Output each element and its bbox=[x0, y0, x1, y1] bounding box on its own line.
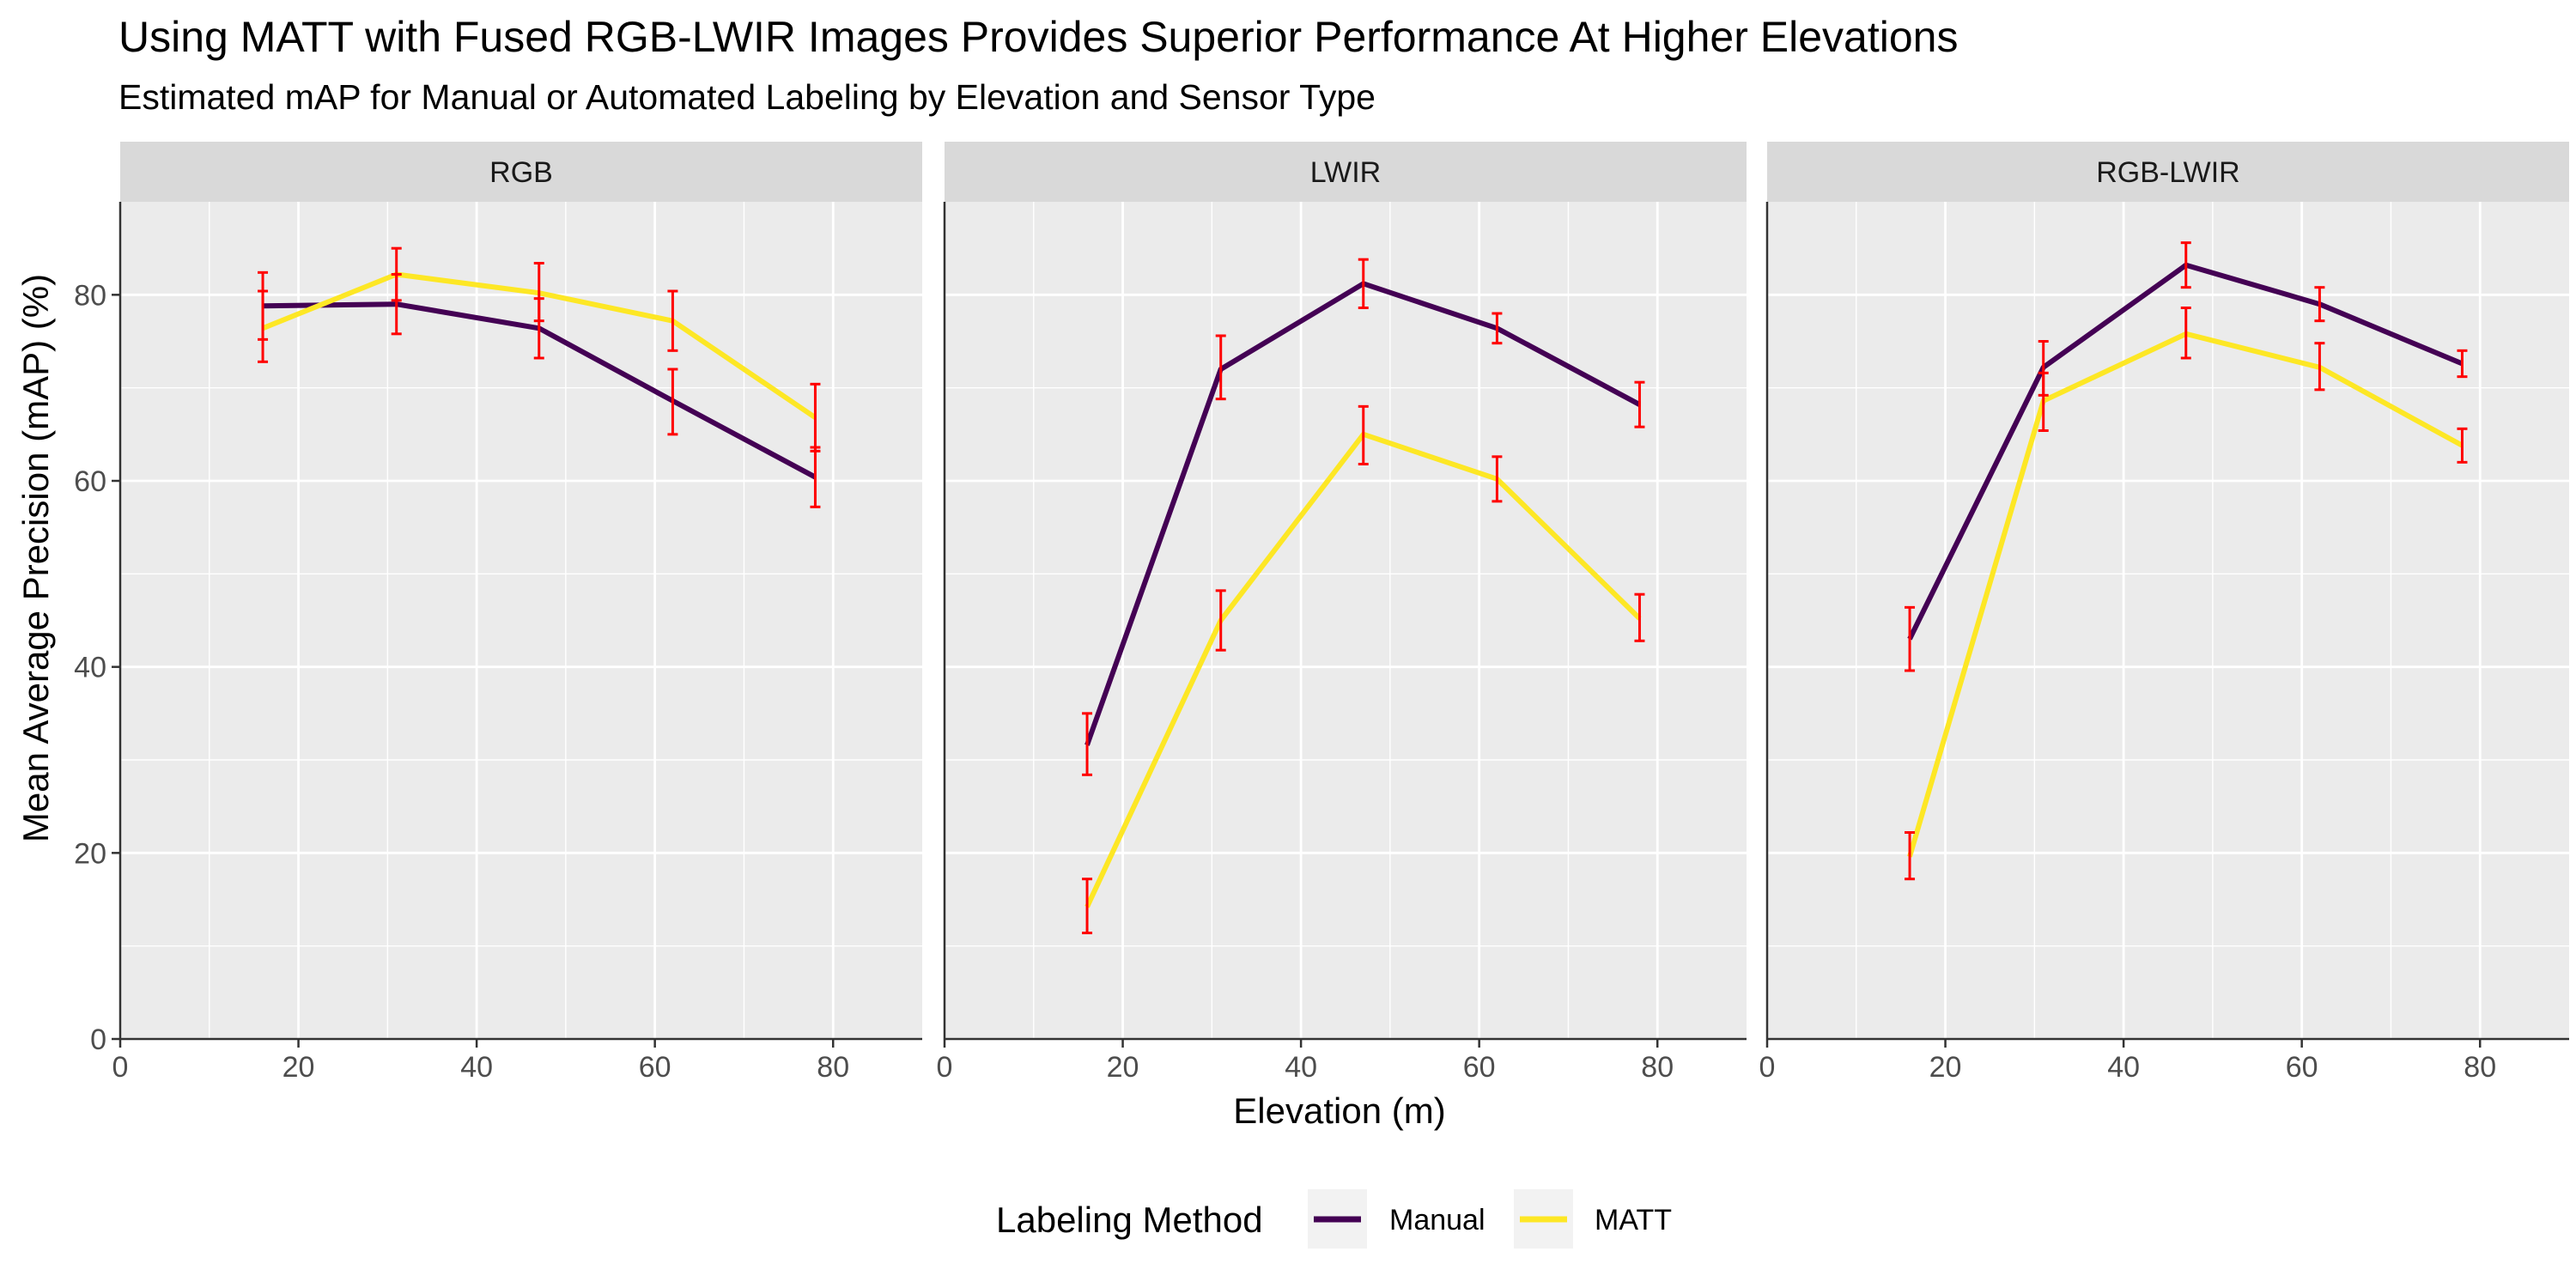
strip-label-rgb-lwir: RGB-LWIR bbox=[2096, 156, 2239, 189]
x-tick-label: 80 bbox=[817, 1051, 849, 1084]
error-bar-manual bbox=[2180, 241, 2191, 289]
error-bar-matt bbox=[1905, 831, 1916, 881]
legend-title: Labeling Method bbox=[996, 1200, 1263, 1240]
error-bar-manual bbox=[1082, 712, 1093, 776]
panel-rgb-lwir: RGB-LWIR 0 20 40 60 80 bbox=[1759, 142, 2569, 1084]
y-tick-label: 0 bbox=[90, 1024, 106, 1056]
strip-label-rgb: RGB bbox=[489, 156, 553, 189]
error-bar-matt bbox=[2180, 307, 2191, 360]
strip-label-lwir: LWIR bbox=[1310, 156, 1381, 189]
error-bar-manual bbox=[1215, 334, 1226, 401]
strip-lwir bbox=[945, 142, 1747, 202]
x-tick-label: 0 bbox=[937, 1051, 953, 1084]
error-bar-matt bbox=[1634, 592, 1645, 642]
legend: Labeling Method Manual MATT bbox=[996, 1189, 1672, 1249]
error-bar-manual bbox=[667, 368, 678, 436]
legend-label-manual: Manual bbox=[1389, 1204, 1485, 1236]
error-bar-matt bbox=[2038, 371, 2049, 432]
panel-rgb: RGB 0 20 40 60 80 0 20 40 60 80 bbox=[74, 142, 922, 1084]
x-tick-label: 0 bbox=[112, 1051, 129, 1084]
y-tick-label: 20 bbox=[74, 837, 106, 870]
error-bar-manual bbox=[1905, 605, 1916, 672]
x-tick-label: 60 bbox=[639, 1051, 671, 1084]
error-bar-matt bbox=[391, 246, 402, 302]
panel-background-rgb-lwir bbox=[1767, 202, 2569, 1039]
x-axis-title: Elevation (m) bbox=[1233, 1091, 1445, 1131]
x-tick-label: 60 bbox=[1463, 1051, 1496, 1084]
error-bar-manual bbox=[1358, 258, 1369, 309]
error-bar-matt bbox=[2314, 342, 2325, 392]
y-tick-label: 80 bbox=[74, 279, 106, 312]
error-bar-matt bbox=[667, 289, 678, 352]
x-tick-label: 40 bbox=[2107, 1051, 2140, 1084]
x-tick-label: 40 bbox=[1285, 1051, 1317, 1084]
panel-lwir: LWIR 0 20 40 60 80 bbox=[937, 142, 1747, 1084]
x-tick-label: 80 bbox=[2464, 1051, 2496, 1084]
error-bar-matt bbox=[533, 262, 544, 323]
error-bar-matt bbox=[1358, 404, 1369, 465]
x-tick-label: 40 bbox=[460, 1051, 493, 1084]
error-bar-matt bbox=[1082, 878, 1093, 934]
error-bar-manual bbox=[2457, 349, 2468, 379]
strip-rgb-lwir bbox=[1767, 142, 2569, 202]
legend-label-matt: MATT bbox=[1595, 1204, 1672, 1236]
x-tick-label: 20 bbox=[283, 1051, 315, 1084]
strip-rgb bbox=[120, 142, 922, 202]
panel-background-rgb bbox=[120, 202, 922, 1039]
error-bar-matt bbox=[1492, 455, 1503, 503]
chart-title: Using MATT with Fused RGB-LWIR Images Pr… bbox=[118, 13, 1958, 61]
error-bar-manual bbox=[1634, 380, 1645, 428]
error-bar-matt bbox=[258, 289, 269, 363]
error-bar-manual bbox=[1492, 312, 1503, 345]
error-bar-matt bbox=[2457, 427, 2468, 464]
y-axis-title: Mean Average Precision (mAP) (%) bbox=[15, 274, 56, 842]
error-bar-manual bbox=[2314, 286, 2325, 323]
x-tick-label: 20 bbox=[1929, 1051, 1962, 1084]
x-tick-label: 60 bbox=[2286, 1051, 2318, 1084]
error-bar-matt bbox=[810, 382, 821, 453]
chart-subtitle: Estimated mAP for Manual or Automated La… bbox=[118, 77, 1376, 117]
error-bar-matt bbox=[1215, 589, 1226, 652]
y-tick-label: 40 bbox=[74, 652, 106, 684]
x-tick-label: 0 bbox=[1759, 1051, 1776, 1084]
x-tick-label: 20 bbox=[1107, 1051, 1139, 1084]
y-tick-label: 60 bbox=[74, 465, 106, 498]
x-tick-label: 80 bbox=[1641, 1051, 1674, 1084]
panel-background-lwir bbox=[945, 202, 1747, 1039]
